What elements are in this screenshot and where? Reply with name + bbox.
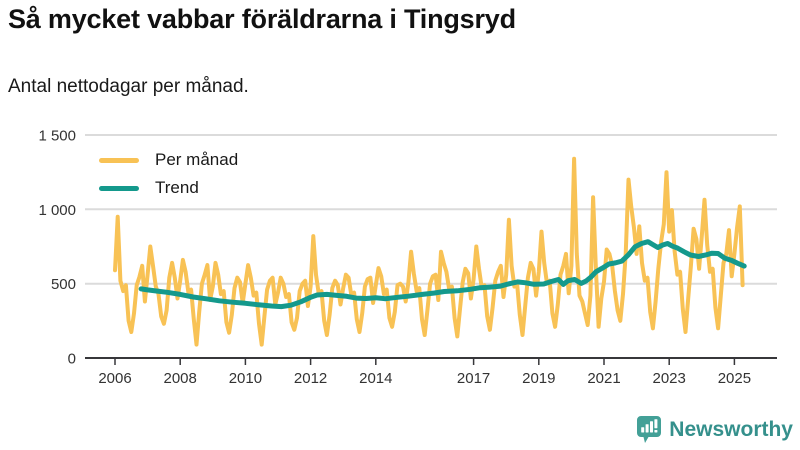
page-title: Så mycket vabbar föräldrarna i Tingsryd bbox=[8, 4, 516, 34]
legend-item-per-manad: Per månad bbox=[99, 146, 238, 174]
x-axis-tick-label: 2021 bbox=[587, 370, 620, 387]
legend-item-trend: Trend bbox=[99, 174, 238, 202]
x-axis-tick-label: 2019 bbox=[522, 370, 555, 387]
legend-label-trend: Trend bbox=[155, 178, 199, 197]
per-month-line-series bbox=[113, 156, 745, 347]
chart-legend: Per månad Trend bbox=[99, 146, 238, 202]
legend-swatch-per-manad-icon bbox=[99, 157, 139, 163]
x-axis-tick-label: 2012 bbox=[294, 370, 327, 387]
newsworthy-logo-icon bbox=[637, 416, 662, 443]
x-axis-tick-label: 2010 bbox=[229, 370, 262, 387]
x-axis-tick-label: 2017 bbox=[457, 370, 490, 387]
newsworthy-logo-text: Newsworthy bbox=[669, 417, 793, 441]
y-axis-tick-label: 1 000 bbox=[38, 202, 76, 219]
newsworthy-logo: Newsworthy bbox=[636, 415, 793, 444]
legend-label-per-manad: Per månad bbox=[155, 150, 239, 169]
x-axis-tick-label: 2006 bbox=[98, 370, 131, 387]
y-axis-tick-label: 500 bbox=[51, 276, 76, 293]
x-axis-tick-label: 2023 bbox=[653, 370, 686, 387]
x-axis-tick-label: 2008 bbox=[164, 370, 197, 387]
y-axis-tick-label: 0 bbox=[68, 351, 76, 368]
legend-swatch-trend-icon bbox=[99, 185, 139, 191]
x-axis-tick-label: 2025 bbox=[718, 370, 751, 387]
line-chart: 0 500 1 000 1 500 2006 2008 2010 2012 2014 2017 20… bbox=[38, 128, 777, 387]
page-subtitle: Antal nettodagar per månad. bbox=[8, 76, 249, 97]
trend-line-series bbox=[138, 239, 747, 310]
x-axis-tick-label: 2014 bbox=[359, 370, 392, 387]
y-axis-tick-label: 1 500 bbox=[38, 128, 76, 145]
